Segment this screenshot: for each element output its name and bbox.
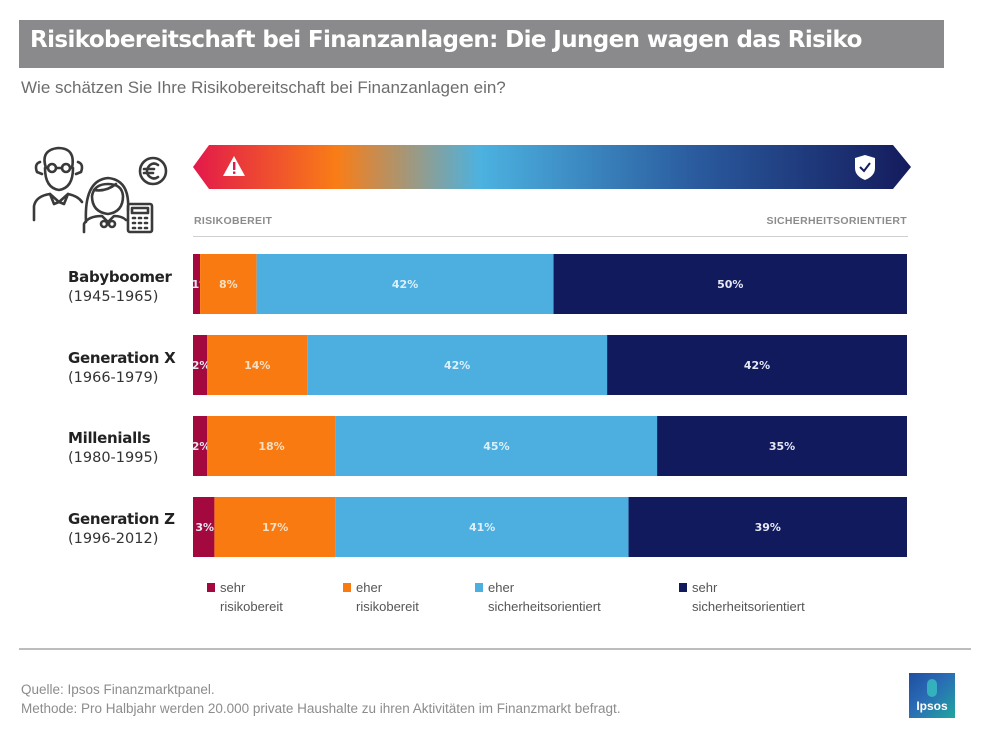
- bar-segment-eher-risikobereit: [207, 416, 336, 476]
- bar-segment-sehr-risikobereit: [193, 335, 208, 395]
- bar-segment-sehr-risikobereit: [193, 254, 201, 314]
- row-label-generation-z: Generation Z (1996-2012): [68, 510, 175, 547]
- bar-row-generation-x: 2% 14% 42% 42%: [192, 335, 907, 395]
- bar-segment-eher-risikobereit: [214, 497, 336, 557]
- legend-label-line2: risikobereit: [220, 599, 283, 614]
- bar-segment-eher-sicherheitsorientiert: [335, 497, 629, 557]
- bar-segment-sehr-risikobereit: [193, 416, 208, 476]
- scale-label-safety: SICHERHEITSORIENTIERT: [766, 215, 907, 227]
- bar-value-label: 17%: [262, 521, 288, 534]
- footer-notes: Quelle: Ipsos Finanzmarktpanel. Methode:…: [21, 680, 621, 718]
- row-years: (1945-1965): [68, 289, 159, 305]
- row-name: Generation X: [68, 349, 176, 367]
- elderly-man-woman-euro-calculator-icon: [32, 146, 168, 234]
- bar-value-label: 42%: [444, 359, 470, 372]
- ipsos-logo-mark: [927, 679, 937, 697]
- bar-segment-eher-risikobereit: [200, 254, 257, 314]
- legend-label-line1: eher: [488, 580, 515, 595]
- bar-value-label: 41%: [469, 521, 495, 534]
- ipsos-logo-text: Ipsos: [916, 699, 948, 713]
- woman-icon: [82, 176, 130, 234]
- bar-row-generation-z: 3% 17% 41% 39%: [193, 497, 907, 557]
- row-name: Generation Z: [68, 510, 175, 528]
- warning-triangle-icon: [223, 156, 245, 176]
- legend-swatch: [343, 583, 351, 592]
- bar-segment-sehr-sicherheitsorientiert: [628, 497, 907, 557]
- bar-segment-eher-sicherheitsorientiert: [335, 416, 658, 476]
- elderly-man-icon: [32, 146, 84, 222]
- bar-row-babyboomer: 1%8%42%50%: [192, 254, 907, 314]
- bar-value-label: 45%: [483, 440, 509, 453]
- bar-segment-eher-sicherheitsorientiert: [256, 254, 554, 314]
- source-note: Quelle: Ipsos Finanzmarktpanel.: [21, 682, 215, 697]
- legend-label-line2: risikobereit: [356, 599, 419, 614]
- legend-swatch: [475, 583, 483, 592]
- legend-label-line2: sicherheitsorientiert: [692, 599, 805, 614]
- legend-item-sehr-sicherheitsorientiert: sehr sicherheitsorientiert: [679, 578, 805, 616]
- bar-value-label: 35%: [769, 440, 795, 453]
- scale-label-risk: RISIKOBEREIT: [194, 215, 273, 227]
- bar-value-label: 2%: [192, 359, 211, 372]
- bar-value-label: 2%: [192, 440, 211, 453]
- calculator-icon: [126, 202, 154, 234]
- bar-segment-eher-risikobereit: [207, 335, 308, 395]
- bar-value-label: 39%: [755, 521, 781, 534]
- legend-label-line1: sehr: [692, 580, 718, 595]
- legend-item-eher-sicherheitsorientiert: eher sicherheitsorientiert: [475, 578, 601, 616]
- row-years: (1996-2012): [68, 531, 159, 547]
- shield-check-icon: [855, 155, 875, 180]
- bar-value-label: 18%: [258, 440, 284, 453]
- ipsos-logo: Ipsos: [909, 673, 955, 718]
- row-label-babyboomer: Babyboomer (1945-1965): [68, 268, 172, 305]
- title-banner: Risikobereitschaft bei Finanzanlagen: Di…: [19, 20, 944, 68]
- legend-swatch: [679, 583, 687, 592]
- legend-item-sehr-risikobereit: sehr risikobereit: [207, 578, 283, 616]
- bar-row-millenialls: 2% 18% 45% 35%: [192, 416, 907, 476]
- bar-value-label: 14%: [244, 359, 270, 372]
- row-label-generation-x: Generation X (1966-1979): [68, 349, 176, 386]
- bar-segment-sehr-sicherheitsorientiert: [553, 254, 907, 314]
- legend-label-line1: sehr: [220, 580, 246, 595]
- row-years: (1980-1995): [68, 450, 159, 466]
- footer-divider: [19, 648, 971, 650]
- scale-gradient-arrow: [193, 145, 911, 189]
- row-years: (1966-1979): [68, 370, 159, 386]
- bar-segment-sehr-sicherheitsorientiert: [607, 335, 907, 395]
- legend-label-line1: eher: [356, 580, 383, 595]
- risk-scale-bar: [193, 145, 911, 189]
- row-label-millenials: Millenialls (1980-1995): [68, 429, 158, 466]
- euro-coin-icon: [138, 156, 168, 186]
- bar-segment-sehr-sicherheitsorientiert: [657, 416, 907, 476]
- chart-title: Risikobereitschaft bei Finanzanlagen: Di…: [30, 27, 862, 53]
- row-name: Millenialls: [68, 429, 151, 447]
- legend-swatch: [207, 583, 215, 592]
- bar-value-label: 3%: [195, 521, 214, 534]
- bar-value-label: 42%: [744, 359, 770, 372]
- scale-divider: [193, 236, 908, 237]
- legend-item-eher-risikobereit: eher risikobereit: [343, 578, 419, 616]
- bar-value-label: 8%: [219, 278, 238, 291]
- bar-segment-sehr-risikobereit: [193, 497, 215, 557]
- bar-value-label: 50%: [717, 278, 743, 291]
- bar-segment-eher-sicherheitsorientiert: [307, 335, 608, 395]
- method-note: Methode: Pro Halbjahr werden 20.000 priv…: [21, 701, 621, 716]
- chart-subtitle: Wie schätzen Sie Ihre Risikobereitschaft…: [21, 78, 506, 97]
- bar-value-label: 42%: [392, 278, 418, 291]
- legend-label-line2: sicherheitsorientiert: [488, 599, 601, 614]
- row-name: Babyboomer: [68, 268, 172, 286]
